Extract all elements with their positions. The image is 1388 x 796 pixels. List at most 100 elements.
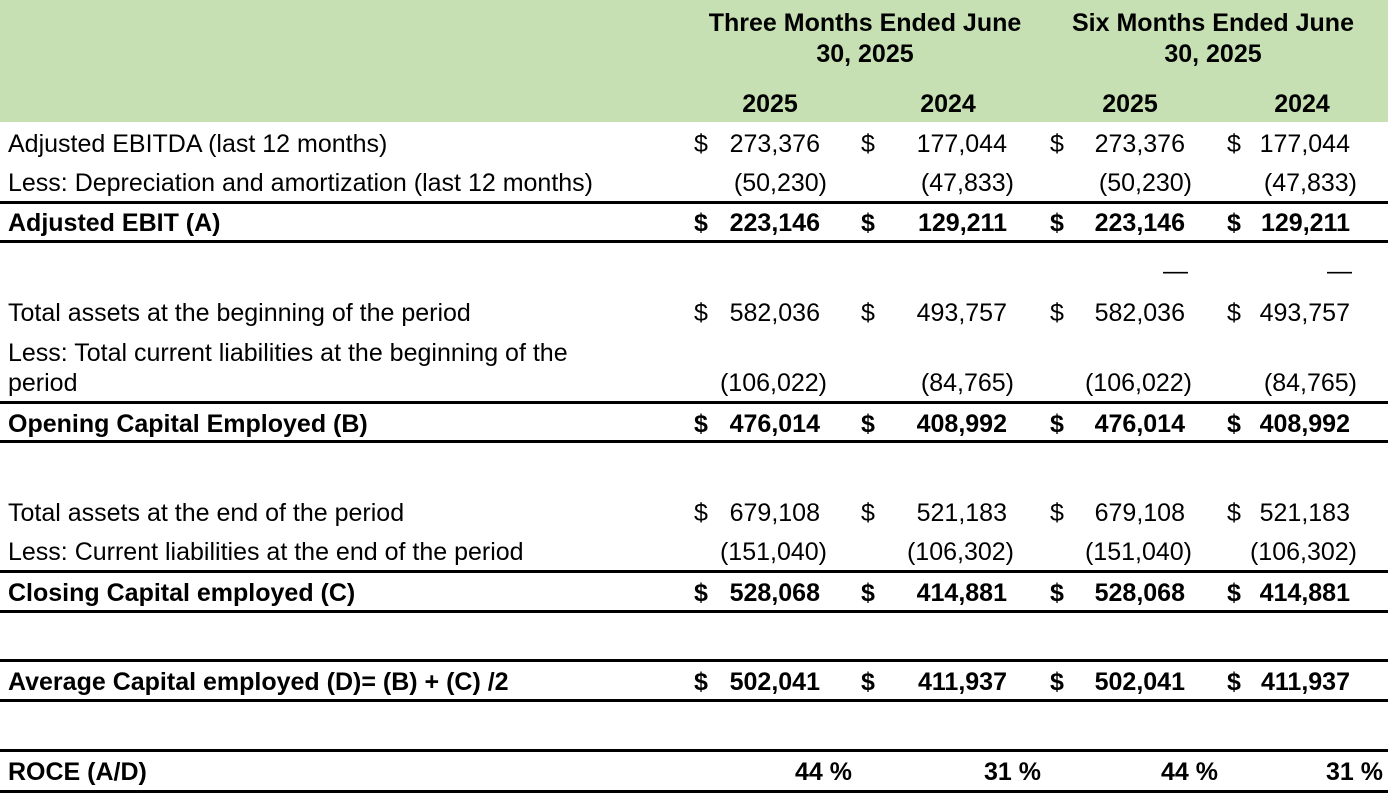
- currency-symbol: $: [694, 499, 708, 527]
- header-three-months: Three Months Ended June 30, 2025: [708, 9, 1022, 68]
- value-6m-2024: 177,044: [1259, 130, 1350, 158]
- value-3m-2024: 411,937: [918, 668, 1007, 696]
- value-6m-2024: 521,183: [1259, 499, 1350, 527]
- currency-symbol: $: [1050, 410, 1064, 438]
- row-label: Average Capital employed (D)= (B) + (C) …: [8, 668, 509, 696]
- table-header: Three Months Ended June 30, 2025 Six Mon…: [0, 0, 1388, 122]
- value-3m-2025: 44 %: [795, 758, 852, 786]
- value-3m-2025: 273,376: [729, 130, 820, 158]
- currency-symbol: $: [861, 579, 875, 607]
- value-6m-2025: 44 %: [1161, 758, 1218, 786]
- row-label-line2: period: [8, 369, 78, 397]
- value-6m-2025: 476,014: [1094, 410, 1185, 438]
- row-divider: [0, 240, 1388, 243]
- currency-symbol: $: [1227, 410, 1241, 438]
- value-6m-2025: (50,230): [1098, 169, 1192, 197]
- value-3m-2024: (106,302): [906, 538, 1014, 566]
- value-6m-2024: 129,211: [1261, 209, 1350, 237]
- value-3m-2024: 493,757: [916, 299, 1007, 327]
- value-6m-2024: 493,757: [1259, 299, 1350, 327]
- value-6m-2024: 408,992: [1259, 410, 1350, 438]
- row-divider: [0, 570, 1388, 573]
- row-label-line1: Less: Total current liabilities at the b…: [8, 339, 568, 367]
- currency-symbol: $: [694, 410, 708, 438]
- value-3m-2024: 31 %: [984, 758, 1041, 786]
- currency-symbol: $: [694, 579, 708, 607]
- value-3m-2025: (106,022): [719, 369, 827, 397]
- row-label: Opening Capital Employed (B): [8, 410, 368, 438]
- currency-symbol: $: [694, 299, 708, 327]
- row-divider: [0, 659, 1388, 662]
- value-3m-2025: (151,040): [719, 538, 827, 566]
- row-label: Total assets at the beginning of the per…: [8, 299, 471, 327]
- currency-symbol: $: [861, 410, 875, 438]
- value-6m-2024: 411,937: [1261, 668, 1350, 696]
- currency-symbol: $: [1227, 579, 1241, 607]
- header-year-6m-2025: 2025: [1102, 90, 1158, 118]
- header-six-months: Six Months Ended June 30, 2025: [1072, 9, 1354, 68]
- value-6m-2025: 679,108: [1094, 499, 1185, 527]
- row-divider: [0, 749, 1388, 752]
- currency-symbol: $: [1050, 668, 1064, 696]
- currency-symbol: $: [861, 209, 875, 237]
- row-label: ROCE (A/D): [8, 758, 147, 786]
- row-label: Adjusted EBITDA (last 12 months): [8, 130, 388, 158]
- currency-symbol: $: [1050, 579, 1064, 607]
- value-6m-2024: (106,302): [1249, 538, 1357, 566]
- row-divider: [0, 610, 1388, 613]
- row-label: Total assets at the end of the period: [8, 499, 405, 527]
- value-6m-2024: (84,765): [1263, 369, 1357, 397]
- dash-6m-2024: —: [1327, 257, 1352, 285]
- currency-symbol: $: [1227, 668, 1241, 696]
- currency-symbol: $: [1050, 499, 1064, 527]
- value-3m-2024: 521,183: [916, 499, 1007, 527]
- value-3m-2025: 502,041: [729, 668, 820, 696]
- value-6m-2025: 582,036: [1094, 299, 1185, 327]
- value-6m-2024: (47,833): [1263, 169, 1357, 197]
- row-divider: [0, 790, 1388, 793]
- currency-symbol: $: [861, 299, 875, 327]
- row-divider: [0, 440, 1388, 443]
- currency-symbol: $: [1227, 130, 1241, 158]
- value-6m-2024: 31 %: [1326, 758, 1383, 786]
- row-label: Closing Capital employed (C): [8, 579, 356, 607]
- value-3m-2025: 582,036: [729, 299, 820, 327]
- row-label: Less: Current liabilities at the end of …: [8, 538, 524, 566]
- value-3m-2025: 223,146: [729, 209, 820, 237]
- currency-symbol: $: [694, 130, 708, 158]
- currency-symbol: $: [1227, 209, 1241, 237]
- value-3m-2025: (50,230): [733, 169, 827, 197]
- currency-symbol: $: [861, 668, 875, 696]
- currency-symbol: $: [1227, 299, 1241, 327]
- value-6m-2025: 502,041: [1094, 668, 1185, 696]
- row-label: Adjusted EBIT (A): [8, 209, 221, 237]
- header-year-3m-2025: 2025: [742, 90, 798, 118]
- value-3m-2024: (47,833): [920, 169, 1014, 197]
- row-label: Less: Depreciation and amortization (las…: [8, 169, 594, 197]
- dash-6m-2025: —: [1163, 257, 1188, 285]
- value-6m-2025: 223,146: [1094, 209, 1185, 237]
- currency-symbol: $: [694, 209, 708, 237]
- currency-symbol: $: [1050, 130, 1064, 158]
- value-3m-2025: 528,068: [729, 579, 820, 607]
- currency-symbol: $: [1050, 209, 1064, 237]
- value-3m-2025: 476,014: [729, 410, 820, 438]
- row-divider: [0, 201, 1388, 204]
- row-divider: [0, 401, 1388, 404]
- value-3m-2025: 679,108: [729, 499, 820, 527]
- value-6m-2025: (106,022): [1084, 369, 1192, 397]
- value-3m-2024: 177,044: [916, 130, 1007, 158]
- currency-symbol: $: [1050, 299, 1064, 327]
- value-3m-2024: 414,881: [916, 579, 1007, 607]
- value-6m-2025: (151,040): [1084, 538, 1192, 566]
- value-3m-2024: (84,765): [920, 369, 1014, 397]
- value-3m-2024: 408,992: [916, 410, 1007, 438]
- currency-symbol: $: [694, 668, 708, 696]
- value-6m-2024: 414,881: [1259, 579, 1350, 607]
- currency-symbol: $: [861, 130, 875, 158]
- value-6m-2025: 273,376: [1094, 130, 1185, 158]
- header-year-3m-2024: 2024: [920, 90, 976, 118]
- row-divider: [0, 699, 1388, 702]
- header-year-6m-2024: 2024: [1274, 90, 1330, 118]
